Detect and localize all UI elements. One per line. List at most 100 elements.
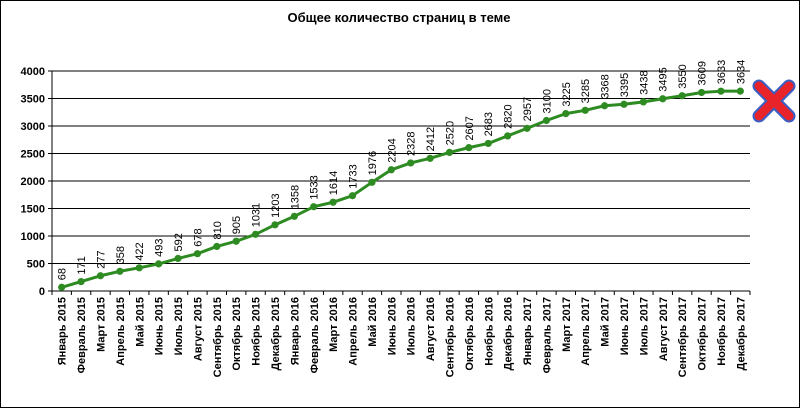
data-label: 678 — [192, 228, 204, 246]
y-tick-label: 2500 — [21, 149, 45, 161]
x-tick-label: Март 2016 — [328, 297, 340, 352]
x-tick-label: Февраль 2017 — [541, 297, 553, 373]
data-point — [639, 98, 647, 106]
data-label: 2520 — [444, 121, 456, 145]
x-tick-label: Июнь 2016 — [386, 297, 398, 355]
data-point — [96, 272, 105, 280]
data-point — [155, 260, 163, 268]
gridlines — [48, 70, 750, 292]
chart-title: Общее количество страниц в теме — [287, 10, 511, 25]
data-label: 3395 — [619, 73, 631, 97]
data-label: 3285 — [580, 79, 592, 103]
data-label: 3550 — [677, 64, 689, 88]
x-tick-label: Июль 2017 — [638, 297, 650, 355]
x-tick-label: Сентябрь 2017 — [677, 297, 689, 377]
data-point — [193, 250, 202, 258]
data-label: 1203 — [270, 193, 282, 217]
data-point — [135, 264, 143, 272]
data-point — [600, 102, 609, 110]
data-point — [290, 212, 298, 220]
data-label: 905 — [231, 216, 243, 234]
y-tick-label: 3000 — [21, 121, 45, 133]
data-point — [387, 166, 395, 174]
data-label: 3225 — [561, 82, 573, 106]
data-point — [620, 100, 628, 108]
x-stroke — [754, 81, 794, 121]
data-label: 1733 — [348, 164, 360, 188]
data-point — [213, 242, 221, 251]
data-label: 1031 — [251, 203, 263, 227]
data-point — [77, 277, 85, 286]
y-tick-label: 2000 — [21, 176, 45, 188]
x-tick-label: Август 2016 — [425, 297, 437, 361]
data-point — [678, 92, 686, 100]
data-label: 2607 — [464, 116, 476, 140]
data-point — [407, 159, 415, 167]
data-label: 592 — [173, 233, 185, 251]
data-labels: 68 171 277 358 422 493 592 678 810 905 1031 1203 135… — [57, 60, 748, 281]
data-point — [542, 116, 551, 125]
data-point — [465, 144, 473, 152]
x-tick-label: Июнь 2017 — [619, 297, 631, 355]
x-tick-label: Октябрь 2015 — [231, 297, 243, 371]
data-point — [484, 139, 492, 148]
x-tick-label: Май 2015 — [134, 297, 146, 347]
data-point — [426, 154, 434, 162]
x-tick-label: Июнь 2015 — [154, 297, 166, 355]
data-label: 68 — [57, 268, 69, 280]
x-tick-label: Ноябрь 2015 — [251, 297, 263, 366]
x-tick-label: Май 2016 — [367, 297, 379, 347]
y-tick-label: 500 — [27, 259, 45, 271]
data-point — [523, 124, 531, 132]
x-tick-label: Ноябрь 2017 — [716, 297, 728, 366]
x-tick-label: Октябрь 2017 — [697, 297, 709, 371]
x-tick-label: Ноябрь 2016 — [483, 297, 495, 366]
x-tick-label: Май 2017 — [600, 297, 612, 347]
x-tick-label: Июль 2016 — [406, 297, 418, 355]
y-tick-label: 1000 — [21, 231, 45, 243]
data-label: 3609 — [697, 61, 709, 85]
data-label: 493 — [154, 239, 166, 257]
x-tick-label: Март 2015 — [95, 297, 107, 352]
data-label: 277 — [95, 250, 107, 268]
x-tick-label: Апрель 2017 — [580, 297, 592, 366]
x-tick-label: Декабрь 2015 — [270, 297, 282, 371]
data-point — [659, 95, 667, 103]
data-label: 3368 — [600, 74, 612, 98]
y-tick-label: 1500 — [21, 204, 45, 216]
data-point — [310, 203, 318, 211]
data-label: 3438 — [638, 70, 650, 94]
data-label: 3633 — [716, 60, 728, 84]
red-x-cross-icon — [752, 79, 796, 123]
data-point — [445, 148, 454, 156]
y-tick-label: 4000 — [21, 66, 45, 78]
data-point — [562, 110, 570, 118]
data-label: 2412 — [425, 127, 437, 151]
y-tick-label: 3500 — [21, 94, 45, 106]
data-point — [58, 283, 66, 291]
data-label: 422 — [134, 242, 146, 260]
data-point — [116, 267, 124, 275]
data-label: 2683 — [483, 112, 495, 136]
data-label: 358 — [115, 246, 127, 264]
x-tick-label: Январь 2017 — [522, 297, 534, 365]
data-label: 1533 — [309, 175, 321, 199]
data-label: 3100 — [541, 89, 553, 113]
data-point — [348, 192, 357, 200]
data-label: 810 — [212, 221, 224, 239]
y-tick-label: 0 — [39, 286, 45, 298]
x-tick-label: Сентябрь 2015 — [212, 297, 224, 377]
x-tick-label: Февраль 2015 — [76, 297, 88, 373]
x-tick-label: Июль 2015 — [173, 297, 185, 355]
x-tick-label: Январь 2016 — [289, 297, 301, 365]
data-label: 2328 — [406, 131, 418, 155]
data-label: 3495 — [658, 67, 670, 91]
axes — [51, 71, 751, 295]
data-label: 2820 — [503, 104, 515, 128]
data-point — [251, 230, 260, 238]
x-tick-label: Март 2017 — [561, 297, 573, 352]
x-tick-label: Август 2017 — [658, 297, 670, 361]
x-tick-label: Апрель 2016 — [348, 297, 360, 366]
